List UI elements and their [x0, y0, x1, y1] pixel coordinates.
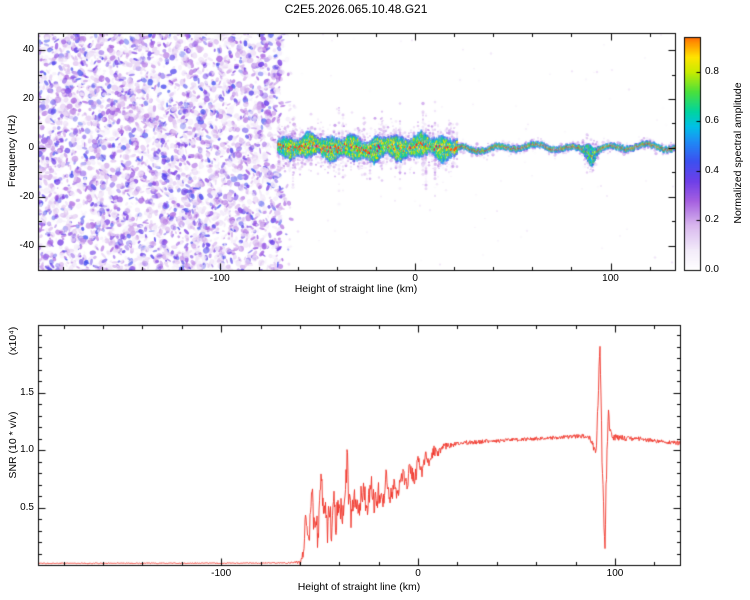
snr-scale-note: (x10⁴)	[6, 326, 19, 356]
colorbar-tick-label: 0.6	[705, 115, 719, 127]
spectrogram-y-tick-label: -40	[19, 239, 34, 251]
spectrogram-y-tick-label: 0	[28, 141, 34, 153]
snr-ylabel: SNR (10 * v/v)	[6, 411, 19, 479]
spectrogram-xlabel: Height of straight line (km)	[294, 283, 418, 295]
spectrogram-y-tick-label: 20	[22, 92, 34, 104]
spectrogram-x-tick-label: 100	[602, 273, 619, 284]
colorbar-tick-label: 0.8	[705, 65, 719, 77]
snr-x-tick-label: 100	[606, 568, 624, 579]
snr-y-tick-label: 1.5	[20, 386, 34, 398]
spectrogram-x-tick-label: -100	[209, 273, 230, 284]
spectrogram-ylabel: Frequency (Hz)	[5, 114, 18, 188]
snr-xlabel: Height of straight line (km)	[297, 581, 421, 593]
spectrogram-y-tick-label: 40	[22, 44, 34, 56]
snr-y-tick-label: 1.0	[20, 444, 34, 456]
figure-title: C2E5.2026.065.10.48.G21	[284, 2, 428, 16]
colorbar-tick-label: 0.4	[705, 164, 719, 176]
colorbar-label: Normalized spectral amplitude	[731, 82, 744, 224]
snr-y-tick-label: 0.5	[20, 501, 34, 513]
spectrogram-y-tick-label: -20	[19, 190, 34, 202]
snr-x-tick-label: -100	[211, 568, 232, 579]
colorbar-tick-label: 0.0	[705, 264, 719, 275]
spectrogram-x-tick-label: 0	[412, 273, 418, 284]
snr-x-tick-label: 0	[415, 568, 421, 579]
colorbar-tick-label: 0.2	[705, 214, 719, 226]
